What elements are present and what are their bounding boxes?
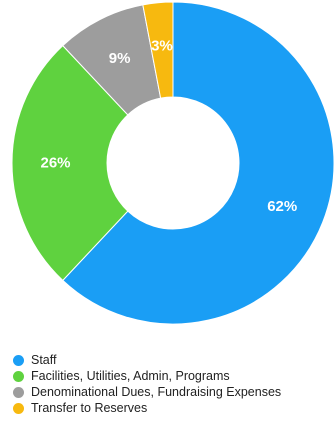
legend-item-4: Transfer to Reserves bbox=[13, 400, 281, 416]
legend-label-3: Denominational Dues, Fundraising Expense… bbox=[31, 385, 282, 399]
slice-labels: 62% 26% 9% 3% bbox=[40, 38, 297, 215]
slice-label-2: 26% bbox=[40, 155, 70, 172]
slice-label-1: 62% bbox=[267, 198, 297, 215]
legend-label-2: Facilities, Utilities, Admin, Programs bbox=[31, 369, 230, 383]
legend-swatch-3 bbox=[13, 386, 24, 398]
donut-chart: 62% 26% 9% 3% bbox=[11, 1, 334, 325]
legend-label-1: Staff bbox=[31, 353, 57, 367]
chart-legend: Staff Facilities, Utilities, Admin, Progr… bbox=[13, 352, 281, 416]
legend-swatch-1 bbox=[13, 354, 24, 366]
slice-4 bbox=[142, 1, 174, 99]
legend-swatch-4 bbox=[13, 402, 24, 414]
slice-1 bbox=[62, 1, 334, 325]
legend-item-1: Staff bbox=[13, 352, 281, 368]
legend-swatch-2 bbox=[13, 370, 24, 382]
legend-label-4: Transfer to Reserves bbox=[31, 401, 148, 415]
donut-slices bbox=[11, 1, 334, 325]
legend-item-3: Denominational Dues, Fundraising Expense… bbox=[13, 384, 281, 400]
slice-label-4: 3% bbox=[151, 38, 173, 55]
legend-item-2: Facilities, Utilities, Admin, Programs bbox=[13, 368, 281, 384]
slice-label-3: 9% bbox=[109, 50, 131, 67]
slice-2 bbox=[11, 44, 129, 282]
